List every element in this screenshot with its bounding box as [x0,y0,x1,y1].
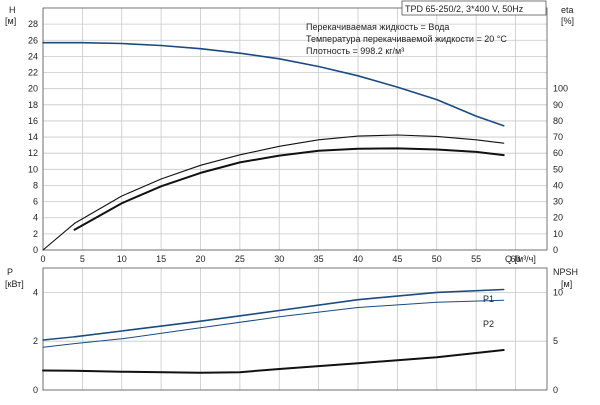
top-x-tick-label-5: 25 [235,254,245,264]
right-axis-label-npsh: NPSH [553,267,578,277]
top-left-tick-label-6: 12 [28,148,38,158]
top-chart-grid [42,8,547,251]
bottom-left-tick-label-2: 4 [33,287,38,297]
top-x-tick-label-6: 30 [274,254,284,264]
top-right-tick-label-7: 70 [553,132,563,142]
top-x-tick-label-11: 55 [471,254,481,264]
bottom-right-tick-label-2: 10 [553,287,563,297]
top-x-tick-label-8: 40 [353,254,363,264]
annotation-density: Плотность = 998.2 кг/м³ [306,46,404,56]
bottom-plot-frame [42,267,548,391]
top-right-tick-label-2: 20 [553,213,563,223]
top-x-tick-label-7: 35 [314,254,324,264]
top-left-tick-label-5: 10 [28,164,38,174]
top-series-eta-upper [42,134,505,251]
top-left-tick-label-1: 2 [33,229,38,239]
top-chart-ticks: 0 5 10 15 20 25 30 35 40 45 50 55 600246810121416182… [28,19,568,264]
top-right-tick-label-3: 30 [553,197,563,207]
left-axis-unit-h: [м] [5,16,16,26]
top-left-tick-label-3: 6 [33,197,38,207]
bottom-right-tick-label-1: 5 [553,336,558,346]
annotation-fluid: Перекачиваемая жидкость = Вода [306,22,449,32]
annotation-temperature: Температура перекачиваемой жидкости = 20… [306,34,507,44]
right-axis-unit-eta: [%] [561,16,574,26]
top-right-tick-label-0: 0 [553,245,558,255]
top-x-tick-label-1: 5 [80,254,85,264]
top-x-tick-label-12: 60 [510,254,520,264]
top-right-tick-label-4: 40 [553,180,563,190]
top-right-tick-label-10: 100 [553,84,568,94]
top-left-tick-label-2: 4 [33,213,38,223]
top-right-tick-label-1: 10 [553,229,563,239]
left-axis-label-h: H [9,5,16,15]
series-label-p1: P1 [483,294,494,304]
top-x-tick-label-10: 50 [432,254,442,264]
series-label-p2: P2 [483,319,494,329]
top-left-tick-label-12: 24 [28,51,38,61]
top-left-tick-label-0: 0 [33,245,38,255]
top-chart-series [42,41,505,251]
bottom-left-tick-label-0: 0 [33,385,38,395]
top-x-tick-label-3: 15 [156,254,166,264]
top-right-tick-label-5: 50 [553,164,563,174]
top-plot-frame [42,7,548,251]
bottom-series-npsh [42,349,505,374]
top-series-h [42,41,505,127]
title-box [401,0,547,16]
top-x-tick-label-2: 10 [117,254,127,264]
top-right-tick-label-6: 60 [553,148,563,158]
top-x-tick-label-9: 45 [392,254,402,264]
top-left-tick-label-9: 18 [28,100,38,110]
top-x-tick-label-4: 20 [195,254,205,264]
bottom-chart-series [42,288,505,374]
right-axis-label-eta: eta [561,5,574,15]
bottom-series-p2 [42,299,505,348]
top-series-eta-lower [73,147,505,231]
chart-title: TPD 65-250/2, 3*400 V, 50Hz [405,4,524,14]
top-left-tick-label-7: 14 [28,132,38,142]
left-axis-unit-p: [кВт] [5,279,24,289]
top-left-tick-label-13: 26 [28,35,38,45]
top-left-tick-label-10: 20 [28,84,38,94]
top-left-tick-label-8: 16 [28,116,38,126]
top-left-tick-label-4: 8 [33,180,38,190]
x-axis-label-q: Q [м³/ч] [505,254,536,264]
top-left-tick-label-14: 28 [28,19,38,29]
bottom-series-p1 [73,288,505,338]
bottom-chart-ticks: 0 2 4 0 5 10 [33,287,563,395]
top-right-tick-label-9: 90 [553,100,563,110]
left-axis-label-p: P [7,267,13,277]
bottom-left-tick-label-1: 2 [33,336,38,346]
top-right-tick-label-8: 80 [553,116,563,126]
top-x-tick-label-0: 0 [40,254,45,264]
bottom-right-tick-label-0: 0 [553,385,558,395]
bottom-series-p2-start [42,336,76,341]
right-axis-unit-npsh: [м] [561,279,572,289]
top-left-tick-label-11: 22 [28,68,38,78]
